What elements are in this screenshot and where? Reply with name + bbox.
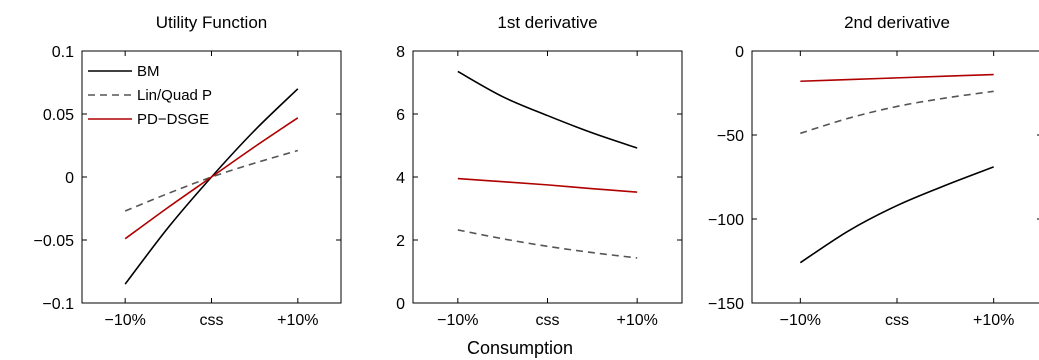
y-tick-label: −0.05 (34, 233, 75, 250)
legend-label: PD−DSGE (137, 111, 209, 128)
y-tick-label: 4 (396, 170, 405, 187)
figure-x-axis-label: Consumption (467, 338, 573, 358)
y-tick-label: 0 (65, 170, 74, 187)
y-tick-label: −100 (708, 212, 744, 229)
x-tick-label: −10% (437, 312, 478, 329)
series-line-2 (800, 90, 994, 135)
y-tick-label: 8 (396, 44, 405, 61)
y-tick-label: 2 (396, 233, 405, 250)
series-line-1 (799, 166, 994, 264)
x-tick-label: +10% (973, 312, 1014, 329)
series-line-3 (800, 73, 994, 83)
x-tick-label: +10% (616, 312, 657, 329)
y-tick-label: −150 (708, 296, 744, 313)
y-tick-label: −0.1 (42, 296, 74, 313)
y-tick-label: 0.1 (52, 44, 74, 61)
x-tick-label: css (536, 312, 560, 329)
y-tick-label: 6 (396, 107, 405, 124)
chart-title: 2nd derivative (844, 13, 950, 32)
series-line-3 (124, 117, 299, 240)
series-line-3 (457, 177, 638, 193)
y-tick-label: 0 (735, 44, 744, 61)
chart-panel-2: 1st derivative −10% css +10% 0 2 4 6 8 (396, 13, 683, 329)
x-tick-label: css (200, 312, 224, 329)
x-tick-label: −10% (104, 312, 145, 329)
legend-label: Lin/Quad P (137, 87, 212, 104)
legend-label: BM (137, 63, 160, 80)
series-line-2 (457, 229, 638, 259)
x-tick-label: +10% (277, 312, 318, 329)
chart-panel-3: 2nd derivative −10% css +10% −150 −100 −50 0 (708, 13, 1039, 329)
y-tick-label: −50 (717, 128, 744, 145)
series-line-1 (457, 70, 638, 149)
chart-title: 1st derivative (497, 13, 597, 32)
chart-title: Utility Function (156, 13, 267, 32)
y-tick-label: 0.05 (43, 107, 74, 124)
axes-box (412, 50, 683, 304)
x-tick-label: css (885, 312, 909, 329)
chart-panel-1: Utility Function −10% css +10% −0.1 −0.05 0 0.0… (34, 13, 342, 329)
x-tick-label: −10% (780, 312, 821, 329)
legend: BM Lin/Quad P PD−DSGE (88, 63, 212, 128)
axes-box (751, 50, 1039, 304)
y-tick-label: 0 (396, 296, 405, 313)
